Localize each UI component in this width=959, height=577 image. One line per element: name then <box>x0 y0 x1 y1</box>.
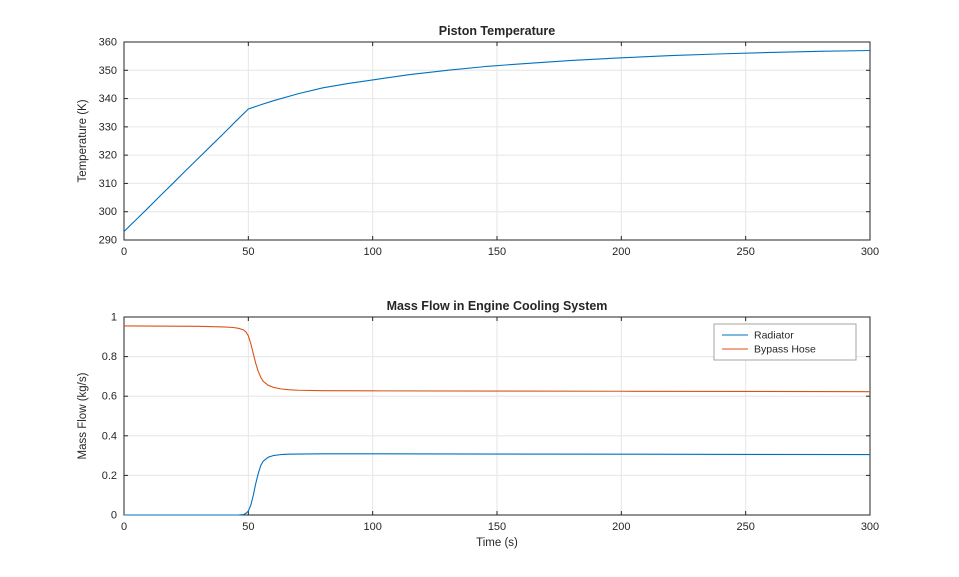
y-tick-label: 340 <box>99 93 117 105</box>
x-tick-label: 300 <box>861 246 879 258</box>
y-axis-label: Mass Flow (kg/s) <box>77 372 89 459</box>
y-tick-label: 290 <box>99 235 117 247</box>
y-tick-label: 350 <box>99 65 117 77</box>
y-tick-label: 360 <box>99 37 117 49</box>
y-tick-label: 0.8 <box>102 351 117 363</box>
series-line-bypass-hose <box>123 325 871 393</box>
x-tick-label: 100 <box>363 246 381 258</box>
y-tick-label: 0 <box>111 510 117 522</box>
x-tick-label: 100 <box>363 521 381 533</box>
y-tick-label: 0.2 <box>102 470 117 482</box>
legend-entry-label: Radiator <box>754 330 794 342</box>
y-tick-label: 330 <box>99 121 117 133</box>
y-axis-label: Temperature (K) <box>77 99 89 182</box>
x-tick-label: 200 <box>612 246 630 258</box>
x-tick-label: 200 <box>612 521 630 533</box>
legend-entry-label: Bypass Hose <box>754 344 816 356</box>
y-tick-label: 320 <box>99 150 117 162</box>
x-tick-label: 250 <box>736 521 754 533</box>
y-tick-label: 310 <box>99 178 117 190</box>
x-tick-label: 300 <box>861 521 879 533</box>
y-tick-label: 300 <box>99 206 117 218</box>
x-tick-label: 0 <box>121 246 127 258</box>
legend-box <box>713 323 857 361</box>
series-line-piston-temperature <box>123 49 871 232</box>
x-tick-label: 250 <box>736 246 754 258</box>
y-tick-label: 1 <box>111 312 117 324</box>
x-tick-label: 50 <box>242 246 254 258</box>
chart-1: 0 50 100 150 200 250 300 0 0.2 0.4 0.6 0.8 1 Mass Flo… <box>77 299 879 549</box>
x-axis-label: Time (s) <box>476 537 518 549</box>
chart-title: Piston Temperature <box>439 24 556 38</box>
y-tick-label: 0.4 <box>102 430 117 442</box>
x-tick-label: 50 <box>242 521 254 533</box>
chart-title: Mass Flow in Engine Cooling System <box>387 299 608 313</box>
y-tick-label: 0.6 <box>102 391 117 403</box>
series-line-radiator <box>124 453 871 516</box>
x-tick-label: 150 <box>488 246 506 258</box>
x-tick-label: 0 <box>121 521 127 533</box>
chart-0: 0 50 100 150 200 250 300 290 300 310 320 330 340 350 3… <box>77 24 879 258</box>
x-tick-label: 150 <box>488 521 506 533</box>
